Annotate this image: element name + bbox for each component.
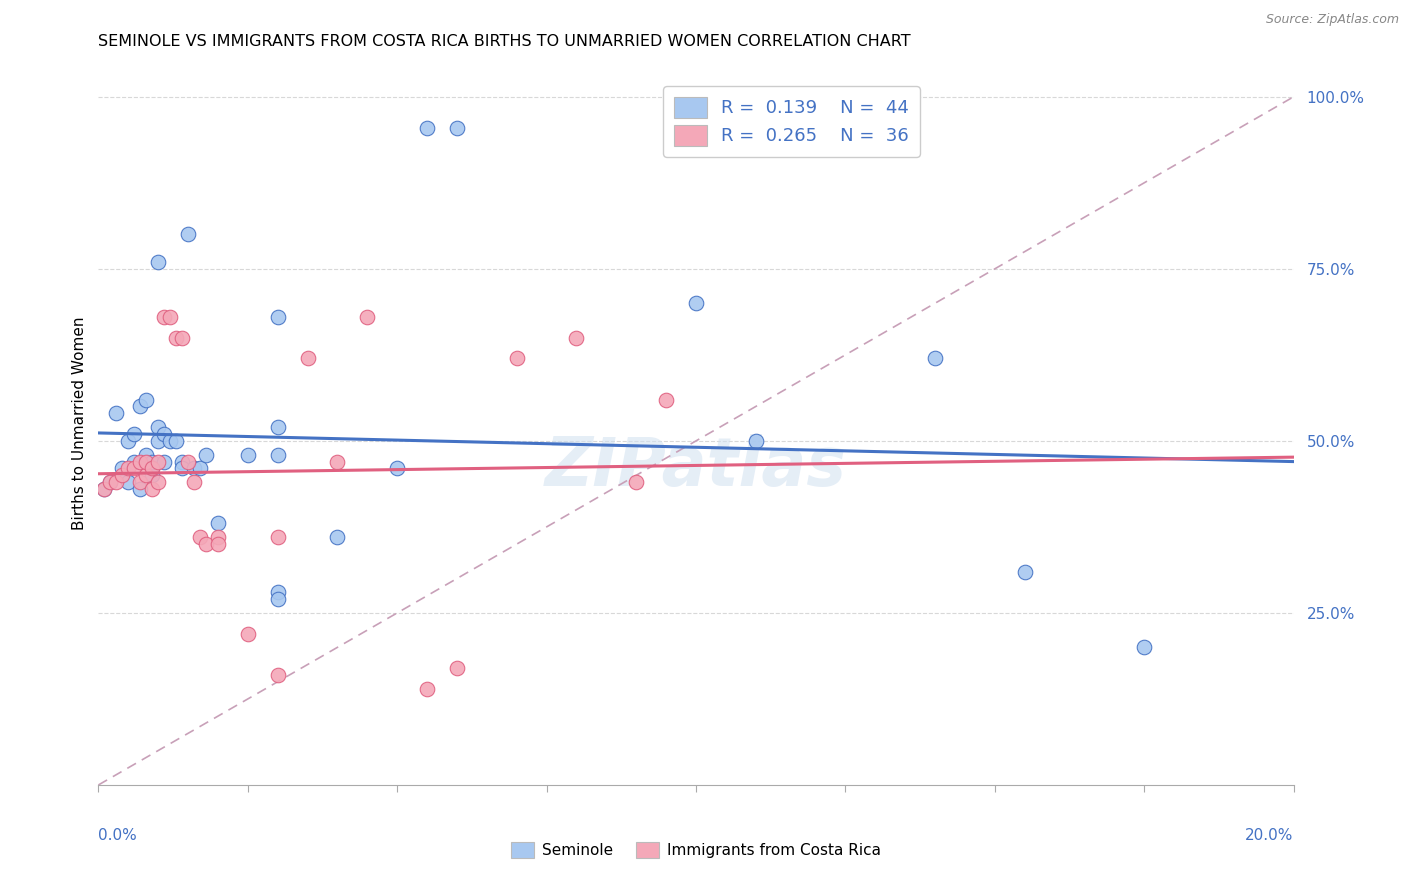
Point xyxy=(506,351,529,366)
Point xyxy=(745,434,768,448)
Point xyxy=(153,310,176,324)
Point xyxy=(141,454,163,468)
Point xyxy=(183,461,205,475)
Point xyxy=(626,475,648,490)
Point xyxy=(195,537,218,551)
Point xyxy=(148,255,170,269)
Point xyxy=(129,475,152,490)
Point xyxy=(165,434,187,448)
Point xyxy=(416,120,439,135)
Point xyxy=(159,434,181,448)
Point xyxy=(98,475,122,490)
Point xyxy=(148,475,170,490)
Point xyxy=(188,530,211,544)
Point xyxy=(148,454,170,468)
Point xyxy=(356,310,378,324)
Point xyxy=(183,475,205,490)
Point xyxy=(165,331,187,345)
Point xyxy=(326,530,349,544)
Point xyxy=(1014,565,1036,579)
Point xyxy=(124,427,146,442)
Point xyxy=(565,331,588,345)
Point xyxy=(129,482,152,496)
Text: 0.0%: 0.0% xyxy=(98,829,138,843)
Point xyxy=(111,468,134,483)
Point xyxy=(385,461,409,475)
Point xyxy=(129,454,152,468)
Y-axis label: Births to Unmarried Women: Births to Unmarried Women xyxy=(72,317,87,531)
Point xyxy=(129,400,152,414)
Point xyxy=(207,530,229,544)
Text: Source: ZipAtlas.com: Source: ZipAtlas.com xyxy=(1265,13,1399,27)
Point xyxy=(1133,640,1156,655)
Point xyxy=(236,626,259,640)
Point xyxy=(141,468,163,483)
Point xyxy=(655,392,678,407)
Text: 20.0%: 20.0% xyxy=(1246,829,1294,843)
Point xyxy=(135,454,157,468)
Point xyxy=(172,331,194,345)
Legend: Seminole, Immigrants from Costa Rica: Seminole, Immigrants from Costa Rica xyxy=(505,836,887,864)
Point xyxy=(172,461,194,475)
Point xyxy=(685,296,707,310)
Point xyxy=(267,585,290,599)
Point xyxy=(141,482,163,496)
Point xyxy=(148,434,170,448)
Point xyxy=(267,668,290,682)
Point xyxy=(446,120,468,135)
Point xyxy=(159,310,181,324)
Point xyxy=(177,454,200,468)
Point xyxy=(326,454,349,468)
Point xyxy=(148,420,170,434)
Point xyxy=(297,351,319,366)
Point xyxy=(153,454,176,468)
Text: ZIPatlas: ZIPatlas xyxy=(546,434,846,500)
Point xyxy=(195,448,218,462)
Point xyxy=(188,461,211,475)
Text: SEMINOLE VS IMMIGRANTS FROM COSTA RICA BIRTHS TO UNMARRIED WOMEN CORRELATION CHA: SEMINOLE VS IMMIGRANTS FROM COSTA RICA B… xyxy=(98,34,911,49)
Point xyxy=(172,454,194,468)
Point xyxy=(93,482,115,496)
Point xyxy=(135,392,157,407)
Point xyxy=(267,448,290,462)
Point xyxy=(105,475,128,490)
Point xyxy=(267,530,290,544)
Point xyxy=(141,461,163,475)
Point xyxy=(98,475,122,490)
Point xyxy=(105,406,128,420)
Point xyxy=(124,454,146,468)
Point xyxy=(267,420,290,434)
Point xyxy=(446,661,468,675)
Point xyxy=(416,681,439,696)
Point xyxy=(153,427,176,442)
Point xyxy=(135,448,157,462)
Point xyxy=(111,461,134,475)
Point xyxy=(93,482,115,496)
Point xyxy=(267,592,290,607)
Point xyxy=(135,468,157,483)
Point xyxy=(924,351,946,366)
Point xyxy=(236,448,259,462)
Point xyxy=(124,461,146,475)
Point xyxy=(267,310,290,324)
Point xyxy=(207,516,229,531)
Point xyxy=(207,537,229,551)
Point xyxy=(117,475,139,490)
Point xyxy=(117,434,139,448)
Point xyxy=(141,461,163,475)
Point xyxy=(177,227,200,242)
Point xyxy=(117,461,139,475)
